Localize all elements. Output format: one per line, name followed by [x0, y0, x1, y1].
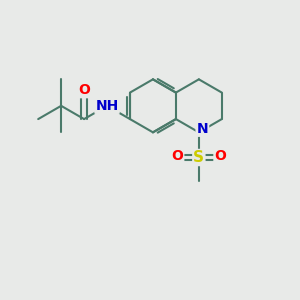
Text: N: N — [196, 122, 208, 136]
Text: NH: NH — [95, 99, 119, 113]
Text: O: O — [214, 149, 226, 163]
Text: O: O — [78, 83, 90, 97]
Text: O: O — [171, 149, 183, 163]
Text: S: S — [193, 150, 204, 165]
